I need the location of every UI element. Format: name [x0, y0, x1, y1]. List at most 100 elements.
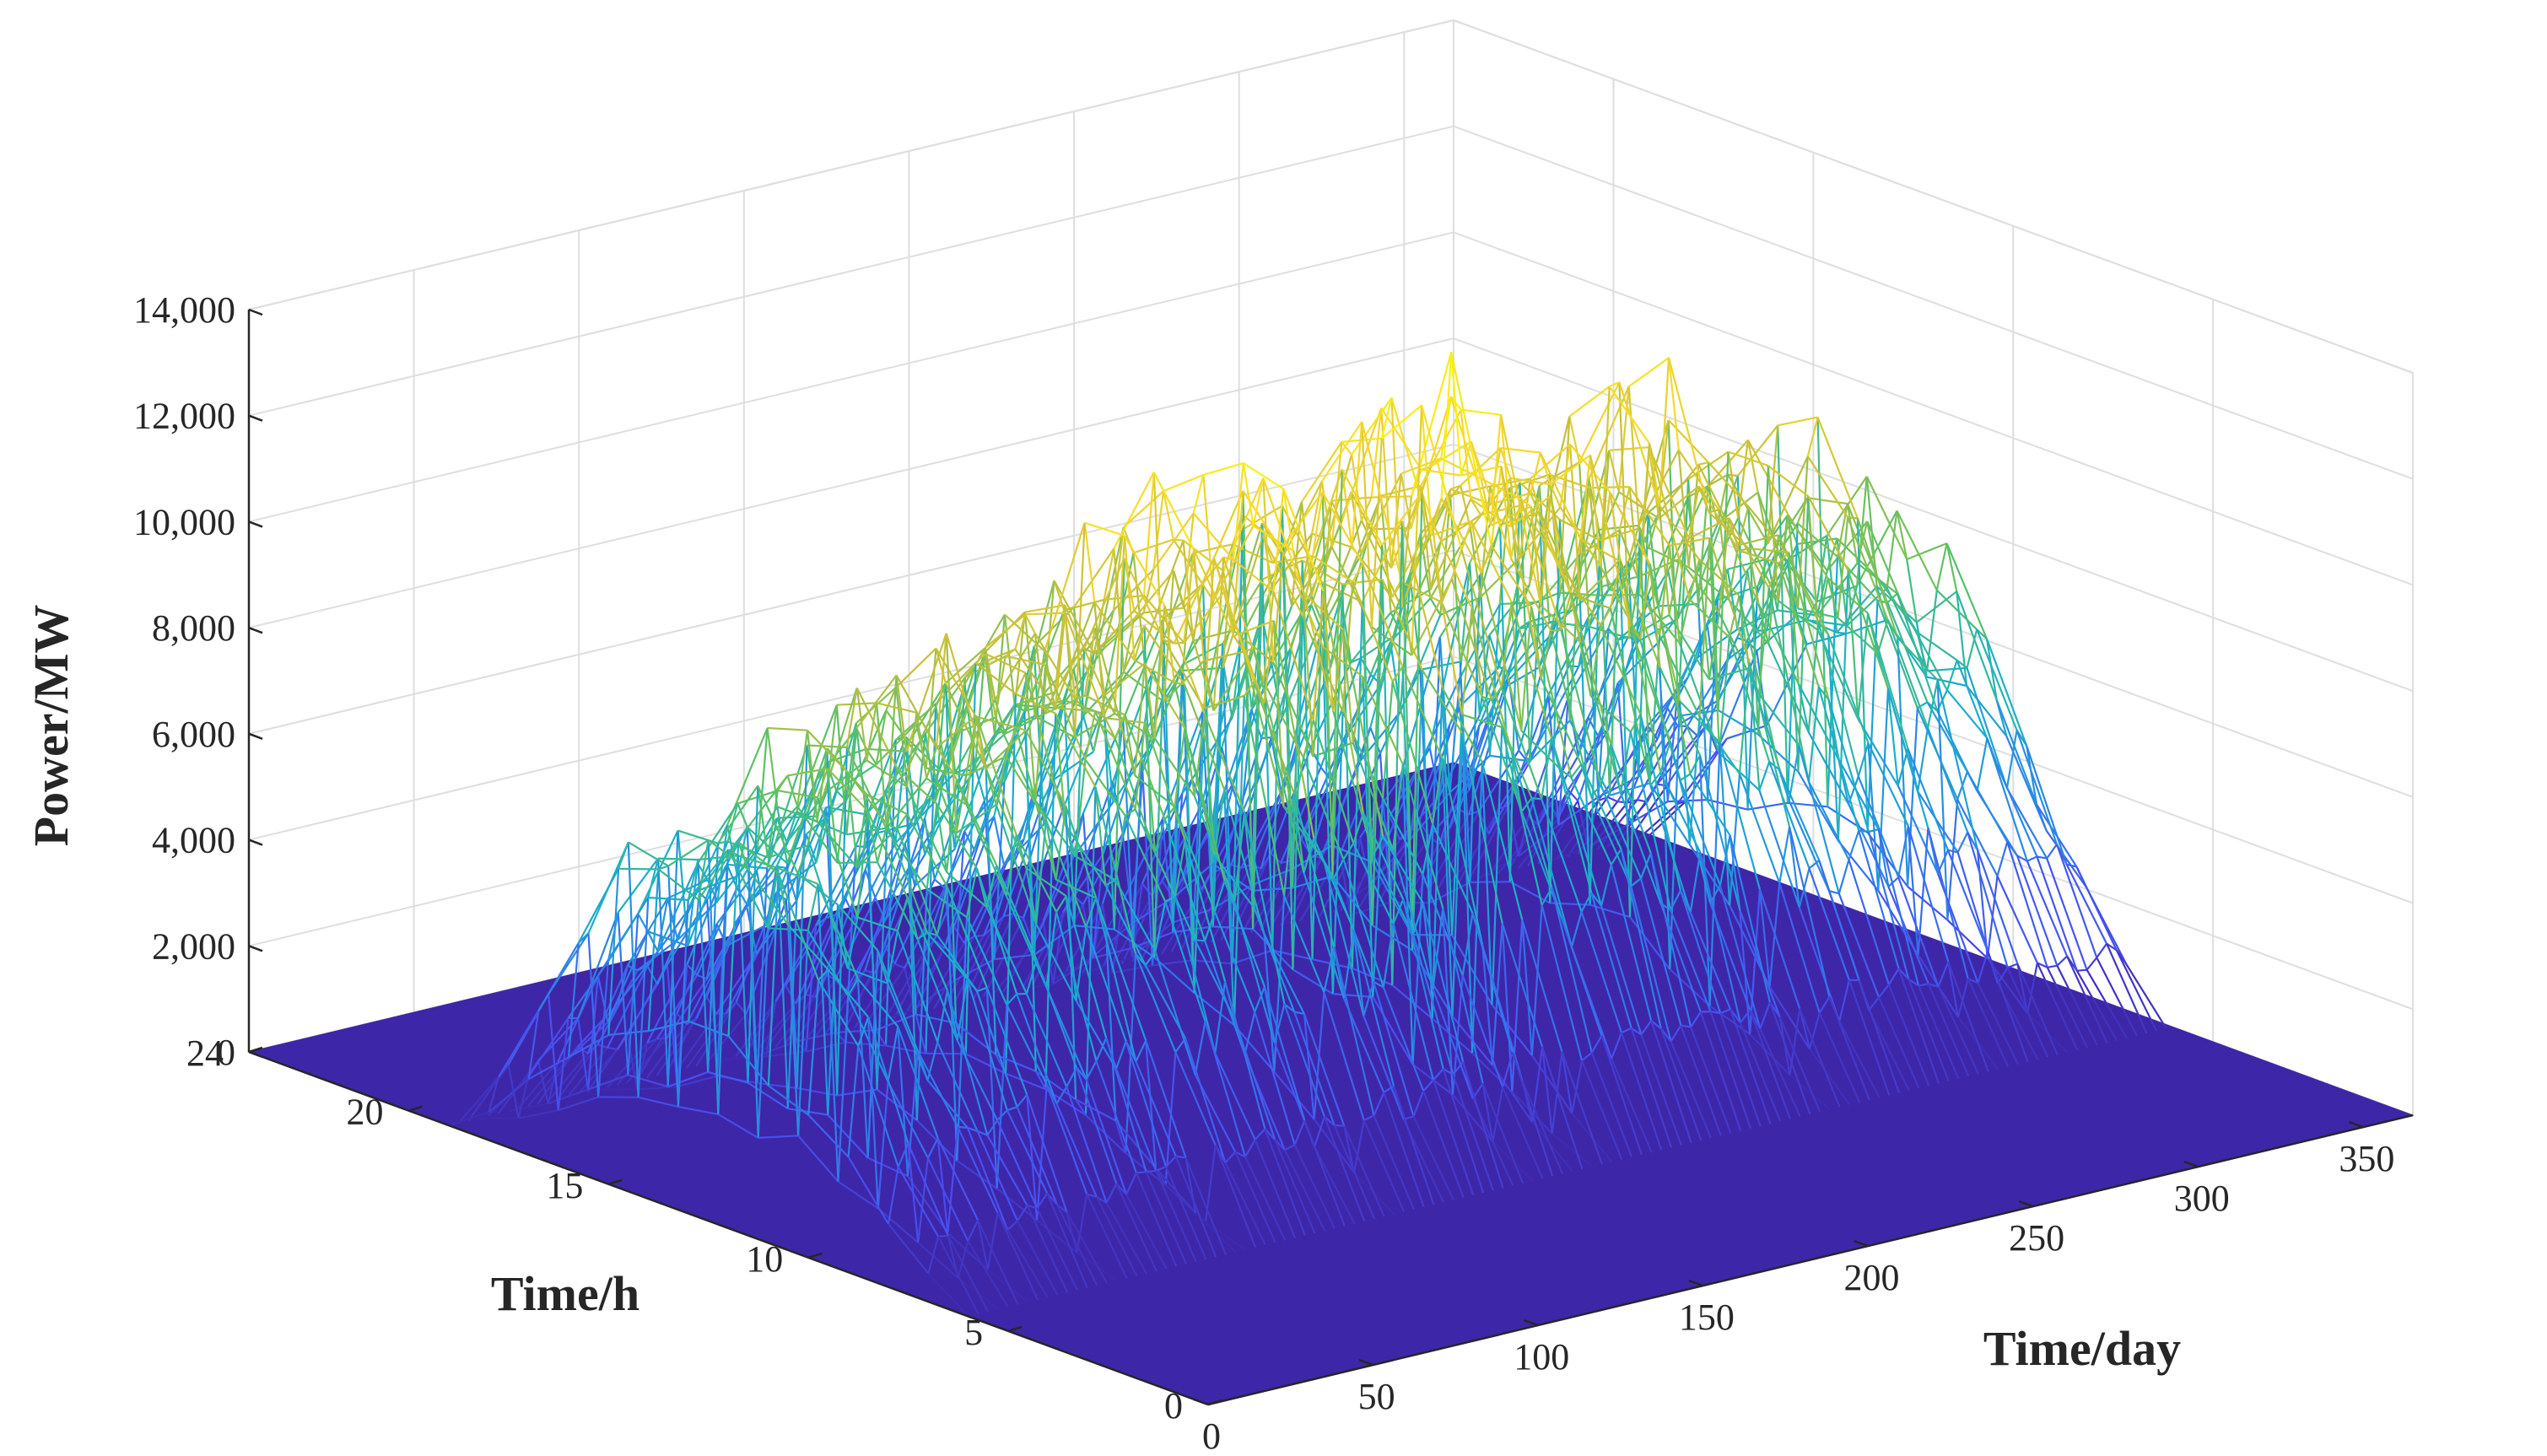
mesh-edge	[2055, 844, 2098, 958]
mesh-edge	[952, 925, 965, 944]
mesh-edge	[736, 887, 748, 905]
x-tick-mark	[1688, 1279, 1704, 1287]
mesh-edge	[1659, 741, 1671, 774]
mesh-edge	[1719, 834, 1731, 886]
mesh-edge	[977, 1220, 989, 1270]
mesh-edge	[1945, 542, 1988, 639]
mesh-edge	[1182, 513, 1195, 608]
mesh-edge	[1887, 886, 1929, 984]
mesh-edge	[1510, 499, 1522, 559]
mesh-edge	[935, 648, 977, 718]
mesh-edge	[1492, 1141, 1534, 1182]
mesh-edge	[1689, 852, 1702, 913]
mesh-edge	[976, 990, 1018, 1108]
mesh-edge	[1113, 558, 1125, 930]
mesh-edge	[1996, 763, 2038, 857]
mesh-edge	[944, 647, 986, 685]
mesh-edge	[1016, 1094, 1028, 1108]
mesh-edge	[1449, 396, 1492, 526]
mesh-edge	[1054, 627, 1096, 693]
mesh-edge	[1886, 587, 1929, 671]
mesh-edge	[1441, 687, 1454, 936]
mesh-edge	[947, 1235, 990, 1313]
mesh-edge	[1767, 563, 1780, 589]
mesh-edge	[1263, 620, 1275, 704]
mesh-edge	[906, 813, 918, 1121]
mesh-edge	[1995, 699, 2038, 806]
mesh-edge	[697, 802, 739, 865]
mesh-edge	[1175, 1155, 1186, 1159]
z-tick-mark	[248, 945, 263, 952]
mesh-edge	[965, 916, 1008, 1006]
mesh-edge	[747, 869, 790, 926]
mesh-edge	[1183, 683, 1226, 790]
mesh-edge	[1867, 831, 1910, 979]
mesh-edge	[1557, 795, 1600, 827]
y-tick-mark	[608, 1178, 623, 1185]
mesh-edge	[1193, 549, 1205, 661]
mesh-edge	[1550, 630, 1592, 796]
mesh-edge	[1461, 714, 1503, 729]
mesh-edge	[1380, 404, 1422, 439]
mesh-edge	[1747, 506, 1760, 735]
mesh-edge	[1086, 1193, 1098, 1198]
mesh-edge	[1896, 510, 1938, 591]
mesh-edge	[1324, 1115, 1336, 1126]
mesh-edge	[1768, 1001, 1811, 1115]
mesh-edge	[1095, 1196, 1138, 1277]
mesh-edge	[1331, 584, 1344, 876]
mesh-edge	[1064, 604, 1106, 696]
mesh-edge	[677, 899, 689, 1108]
mesh-edge	[897, 1166, 940, 1238]
mesh-edge	[1448, 715, 1491, 829]
mesh-edge	[893, 844, 906, 891]
mesh-edge	[2006, 841, 2048, 968]
mesh-edge	[1570, 592, 1611, 610]
mesh-edge	[1045, 911, 1058, 988]
mesh-edge	[1112, 526, 1125, 611]
mesh-edge	[1669, 741, 1712, 903]
mesh-edge	[1906, 615, 1948, 691]
mesh-edge	[1639, 714, 1682, 892]
mesh-edge	[1411, 405, 1423, 655]
mesh-edge	[1303, 838, 1315, 874]
mesh-edge	[1746, 439, 1759, 493]
mesh-edge	[2026, 860, 2069, 957]
mesh-edge	[1778, 534, 1820, 623]
mesh-edge	[1441, 758, 1484, 946]
mesh-edge	[1797, 771, 1839, 842]
mesh-edge	[804, 990, 846, 1041]
mesh-edge	[1361, 421, 1403, 583]
mesh-edge	[1303, 720, 1314, 758]
mesh-edge	[1579, 642, 1622, 794]
x-tick-mark	[1358, 1358, 1374, 1367]
mesh-edge	[1412, 934, 1454, 1076]
mesh-edge	[1887, 984, 1930, 1087]
mesh-edge	[1262, 477, 1275, 663]
mesh-edge	[1371, 579, 1384, 926]
mesh-edge	[1571, 1060, 1584, 1114]
mesh-edge	[2066, 956, 2108, 1043]
mesh-edge	[1610, 848, 1622, 866]
mesh-edge	[1282, 488, 1294, 551]
mesh-edge	[1549, 621, 1589, 628]
mesh-edge	[1006, 1109, 1049, 1194]
mesh-edge	[1767, 643, 1810, 733]
mesh-edge	[1828, 890, 1840, 895]
mesh-edge	[776, 866, 787, 869]
mesh-edge	[1728, 517, 1770, 589]
mesh-edge	[1897, 637, 1909, 887]
mesh-edge	[1382, 986, 1425, 1092]
mesh-edge	[1986, 737, 2028, 862]
mesh-edge	[1461, 913, 1474, 976]
mesh-edge	[1362, 564, 1404, 667]
mesh-edge	[1620, 1032, 1663, 1151]
mesh-edge	[756, 868, 769, 1083]
mesh-edge	[777, 873, 790, 925]
mesh-edge	[1006, 1220, 1018, 1232]
mesh-edge	[1203, 558, 1216, 709]
z-tick-label: 6,000	[152, 714, 235, 755]
mesh-edge	[1806, 456, 1849, 519]
mesh-edge	[1105, 1183, 1118, 1204]
mesh-edge	[1719, 637, 1730, 753]
